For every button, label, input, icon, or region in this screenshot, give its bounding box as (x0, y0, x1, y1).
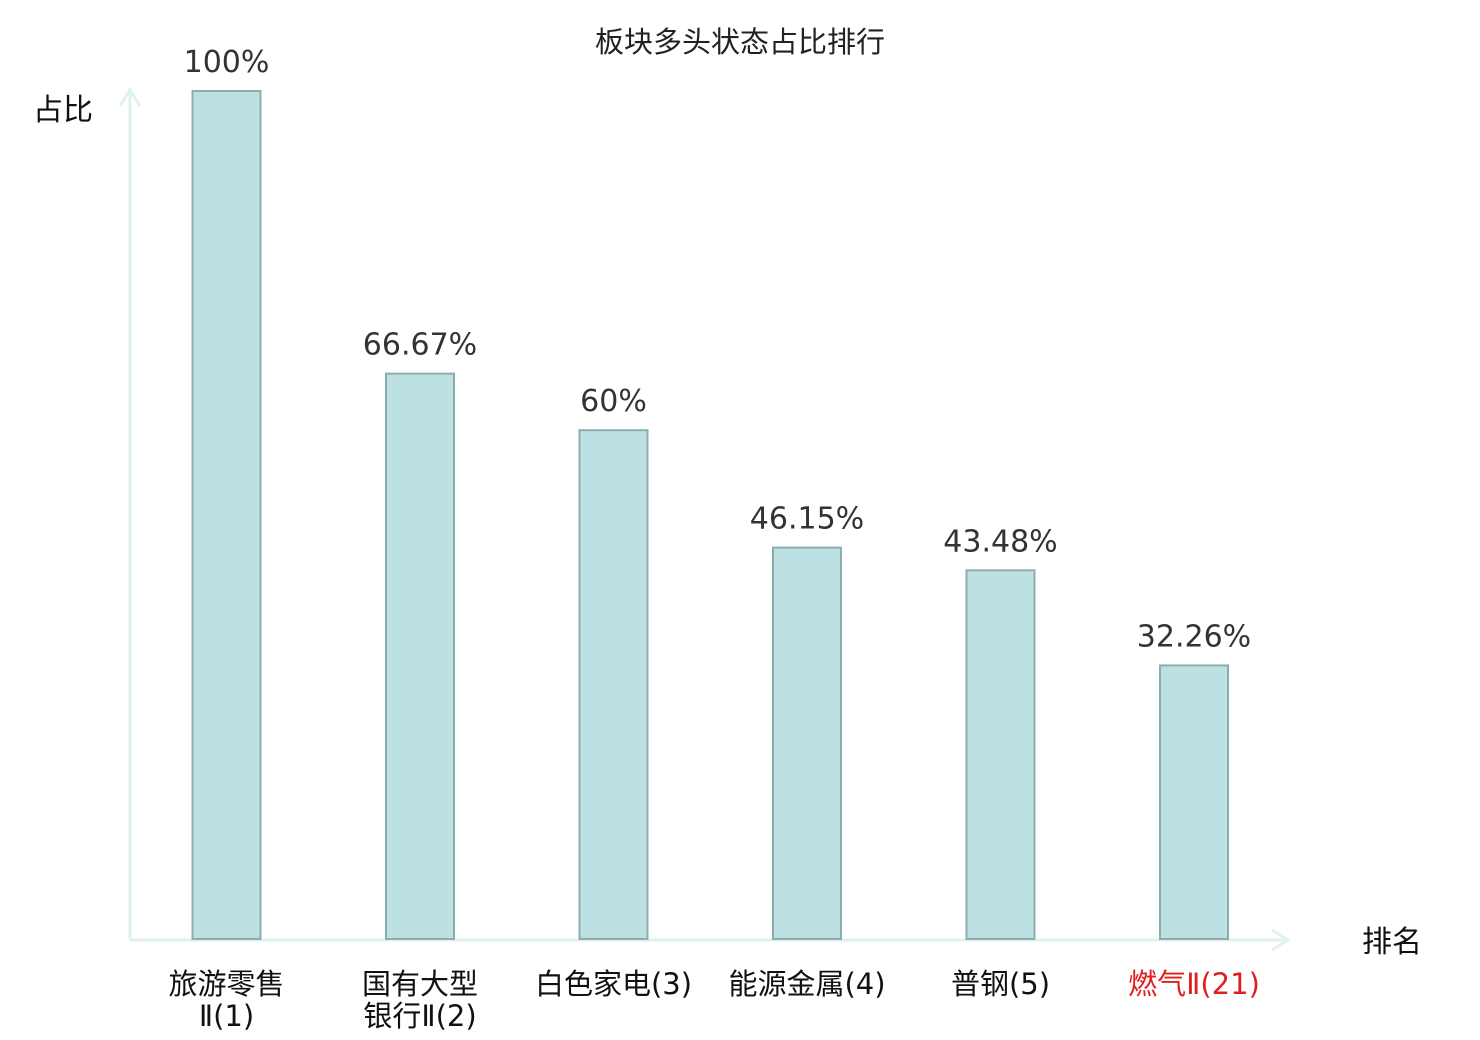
category-label-line: Ⅱ(1) (199, 999, 254, 1033)
x-axis-label: 排名 (1362, 925, 1422, 960)
category-label-line: 银行Ⅱ(2) (363, 999, 476, 1033)
x-axis-arrow-icon (1271, 928, 1291, 952)
y-axis-arrow-icon (118, 87, 142, 107)
category-labels: 旅游零售 Ⅱ(1) 国有大型银行Ⅱ(2) 白色家电(3) 能源金属(4) 普钢(5) 燃气Ⅱ… (168, 967, 1259, 1033)
bar-4 (772, 546, 842, 940)
bars (191, 90, 1229, 940)
value-label-2: 66.67% (363, 328, 477, 363)
bar-1 (191, 90, 262, 940)
value-label-1: 100% (184, 45, 270, 80)
category-label-line: 国有大型 (362, 967, 478, 1001)
category-label-line: 白色家电(3) (535, 967, 692, 1001)
category-label-line: 燃气Ⅱ(21) (1128, 967, 1260, 1001)
y-axis-label: 占比 (33, 93, 93, 128)
value-label-4: 46.15% (750, 502, 864, 537)
bar-6 (1159, 664, 1229, 940)
chart-title: 板块多头状态占比排行 (595, 25, 885, 59)
y-axis (118, 87, 142, 940)
category-label-6: 燃气Ⅱ(21) (1128, 967, 1260, 1001)
value-label-3: 60% (580, 384, 647, 419)
category-label-5: 普钢(5) (951, 967, 1050, 1001)
x-axis (130, 928, 1291, 952)
category-label-line: 能源金属(4) (728, 967, 885, 1001)
value-label-6: 32.26% (1137, 619, 1251, 654)
bar-3 (578, 429, 649, 940)
value-label-5: 43.48% (943, 524, 1057, 559)
category-label-line: 普钢(5) (951, 967, 1050, 1001)
category-label-1: 旅游零售 Ⅱ(1) (168, 967, 284, 1033)
category-label-line: 旅游零售 (168, 967, 284, 1001)
category-label-3: 白色家电(3) (535, 967, 692, 1001)
category-label-2: 国有大型银行Ⅱ(2) (362, 967, 478, 1033)
bar-2 (385, 372, 455, 940)
bar-5 (965, 569, 1036, 940)
category-label-4: 能源金属(4) (728, 967, 885, 1001)
value-labels: 100% 66.67% 60% 46.15% 43.48% 32.26% (184, 45, 1252, 654)
